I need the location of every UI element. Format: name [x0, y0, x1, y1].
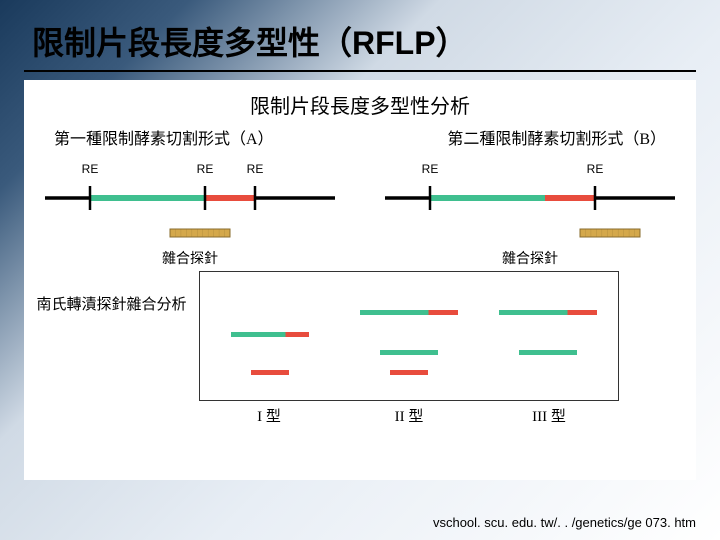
gel-lane [339, 280, 478, 392]
gel-box [199, 271, 619, 401]
gel-band [499, 310, 597, 315]
probe-b-label: 雜合探針 [380, 248, 680, 268]
figure-title: 限制片段長度多型性分析 [34, 90, 686, 119]
gel-lane [200, 280, 339, 392]
gel-band [380, 350, 438, 355]
svg-text:RE: RE [82, 162, 99, 176]
svg-text:RE: RE [247, 162, 264, 176]
form-a-label: 第一種限制酵素切割形式（A） [54, 125, 274, 149]
southern-label: 南氏轉漬探針雜合分析 [34, 271, 189, 314]
probe-a: 雜合探針 [40, 225, 340, 265]
probe-row: 雜合探針 雜合探針 [40, 225, 680, 265]
title-underline [24, 70, 696, 72]
gel-band [360, 310, 458, 315]
rflp-figure: 限制片段長度多型性分析 第一種限制酵素切割形式（A） 第二種限制酵素切割形式（B… [24, 80, 696, 480]
lane-3-label: III 型 [479, 405, 619, 426]
svg-text:RE: RE [422, 162, 439, 176]
gel-band [251, 370, 289, 375]
lane-1-label: I 型 [199, 405, 339, 426]
gel-band [390, 370, 428, 375]
probe-b: 雜合探針 [380, 225, 680, 265]
gel-band [231, 332, 309, 337]
slide-title: 限制片段長度多型性（RFLP） [0, 0, 720, 70]
gel-lane [479, 280, 618, 392]
probe-a-label: 雜合探針 [40, 248, 340, 268]
dna-diagrams: RERERE RERE [40, 153, 680, 223]
svg-text:RE: RE [587, 162, 604, 176]
dna-form-b: RE RE [380, 153, 680, 223]
citation: vschool. scu. edu. tw/. . /genetics/ge 0… [433, 515, 696, 530]
lane-labels: I 型 II 型 III 型 [199, 405, 619, 426]
gel-band [519, 350, 577, 355]
lane-2-label: II 型 [339, 405, 479, 426]
svg-text:RE: RE [197, 162, 214, 176]
southern-blot: 南氏轉漬探針雜合分析 [34, 271, 686, 401]
form-labels: 第一種限制酵素切割形式（A） 第二種限制酵素切割形式（B） [54, 125, 666, 149]
form-b-label: 第二種限制酵素切割形式（B） [447, 125, 666, 149]
dna-form-a: RE RE RE [40, 153, 340, 223]
